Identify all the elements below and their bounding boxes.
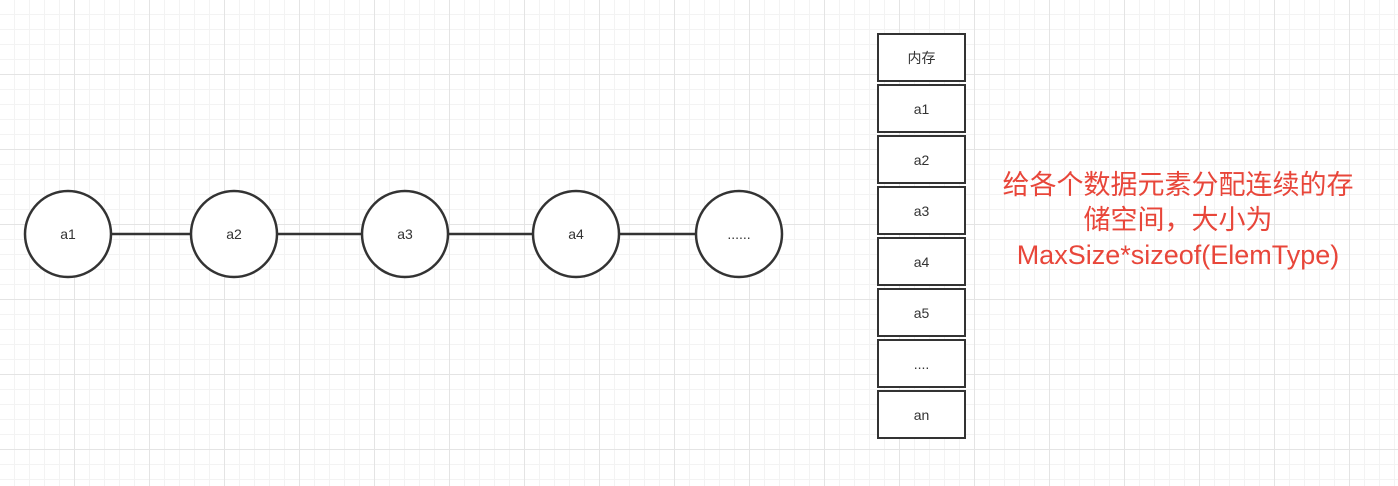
- list-node-a2-label: a2: [226, 226, 242, 242]
- annotation-line-1: 给各个数据元素分配连续的存: [1002, 170, 1354, 200]
- memory-cell: a5: [877, 288, 966, 337]
- list-node-ellipsis-circle: [694, 189, 784, 279]
- list-node-ellipsis-label: ......: [727, 226, 750, 242]
- list-node-a3-label: a3: [397, 226, 413, 242]
- memory-cell: a1: [877, 84, 966, 133]
- list-node-a3: a3: [360, 189, 450, 279]
- memory-header: 内存: [877, 33, 966, 82]
- list-node-a3-circle: [360, 189, 450, 279]
- list-node-ellipsis: ......: [694, 189, 784, 279]
- memory-cell: a4: [877, 237, 966, 286]
- list-node-a4: a4: [531, 189, 621, 279]
- annotation-line-3: MaxSize*sizeof(ElemType): [1016, 240, 1340, 270]
- memory-cell: a2: [877, 135, 966, 184]
- list-node-a1-label: a1: [60, 226, 76, 242]
- memory-cell: ....: [877, 339, 966, 388]
- memory-cell: a3: [877, 186, 966, 235]
- list-node-a4-label: a4: [568, 226, 584, 242]
- memory-block: 内存 a1 a2 a3 a4 a5 .... an: [877, 33, 966, 441]
- annotation-line-2: 储空间，大小为: [1083, 205, 1273, 235]
- linked-list-diagram: a1 a2 a3 a4 ......: [23, 189, 784, 279]
- list-node-a1-circle: [23, 189, 113, 279]
- list-node-a4-circle: [531, 189, 621, 279]
- list-node-a2: a2: [189, 189, 279, 279]
- memory-cell: an: [877, 390, 966, 439]
- list-node-a1: a1: [23, 189, 113, 279]
- list-node-a2-circle: [189, 189, 279, 279]
- annotation-text: 给各个数据元素分配连续的存 储空间，大小为 MaxSize*sizeof(Ele…: [980, 168, 1376, 273]
